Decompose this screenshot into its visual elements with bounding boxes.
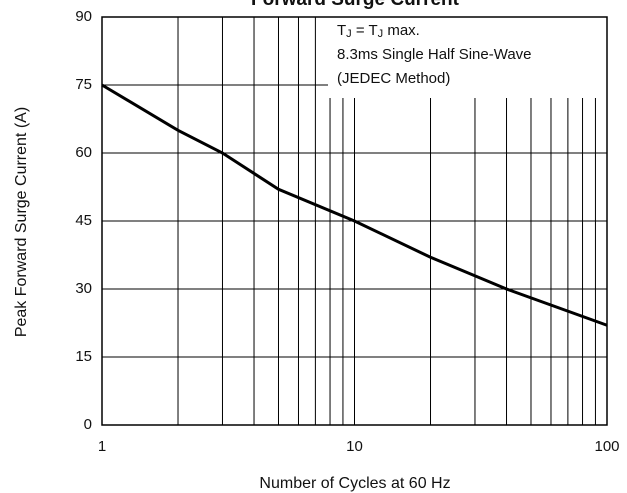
y-tick-label: 90 <box>75 8 92 25</box>
annotation: 8.3ms Single Half Sine-Wave <box>337 46 532 63</box>
annotation-part: 8.3ms Single Half Sine-Wave <box>337 46 532 63</box>
x-tick-label: 1 <box>98 438 106 455</box>
annotation-box <box>328 17 607 98</box>
annotation-part: J <box>346 28 352 40</box>
y-tick-label: 60 <box>75 144 92 161</box>
grid <box>101 16 608 426</box>
x-axis-label: Number of Cycles at 60 Hz <box>259 475 450 492</box>
y-tick-label: 75 <box>75 76 92 93</box>
x-tick-label: 100 <box>594 438 619 455</box>
line <box>101 83 608 327</box>
y-tick-label: 45 <box>75 212 92 229</box>
annotation-part: (JEDEC Method) <box>337 70 450 87</box>
chart-title: Forward Surge Current <box>251 0 460 10</box>
annotation: (JEDEC Method) <box>337 70 450 87</box>
plot-frame <box>101 16 608 426</box>
annotation: TJ = TJ max. <box>337 22 420 40</box>
y-tick-label: 0 <box>84 416 92 433</box>
annotation-part: J <box>378 28 384 40</box>
x-tick-label: 10 <box>346 438 363 455</box>
annotation-part: = T <box>352 22 378 39</box>
y-tick-label: 15 <box>75 348 92 365</box>
y-axis-label: Peak Forward Surge Current (A) <box>13 107 30 337</box>
annotation-part: T <box>337 22 346 39</box>
annotation-part: max. <box>383 22 420 39</box>
y-tick-label: 30 <box>75 280 92 297</box>
